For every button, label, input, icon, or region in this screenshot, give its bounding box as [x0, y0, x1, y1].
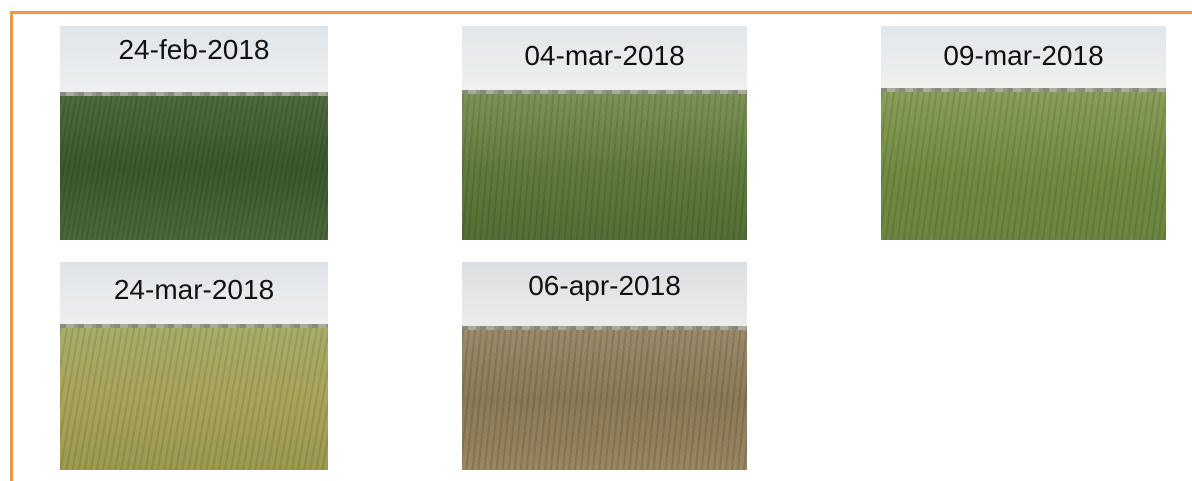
photo: 06-apr-2018 — [462, 262, 747, 470]
photo-date: 09-mar-2018 — [881, 40, 1166, 72]
photo: 24-feb-2018 — [60, 26, 328, 240]
page: 24-feb-2018 04-mar-2018 09-mar-2018 24-m… — [0, 0, 1192, 470]
photo-date: 06-apr-2018 — [462, 270, 747, 302]
photo-date: 24-feb-2018 — [60, 34, 328, 66]
photo-date: 04-mar-2018 — [462, 40, 747, 72]
photo: 24-mar-2018 — [60, 262, 328, 470]
photo: 09-mar-2018 — [881, 26, 1166, 240]
photo: 04-mar-2018 — [462, 26, 747, 240]
photo-date: 24-mar-2018 — [60, 274, 328, 306]
